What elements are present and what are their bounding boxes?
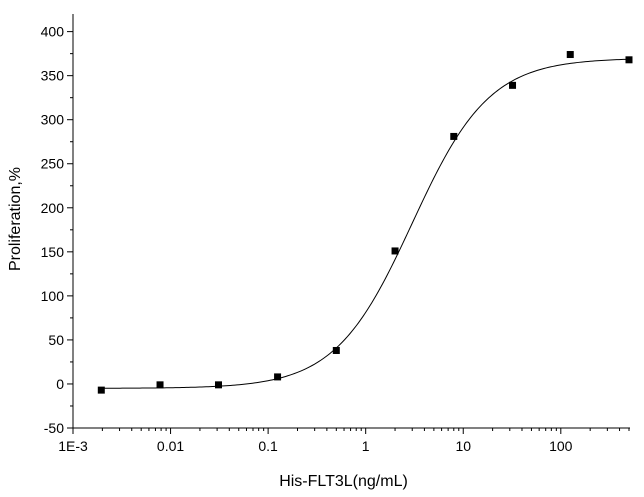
y-tick-label: 350: [41, 68, 65, 84]
y-axis-ticks: -50 0 50 100 150 200 250 300 350 400: [41, 24, 73, 436]
y-tick-label: 100: [41, 288, 65, 304]
y-tick-label: 400: [41, 24, 65, 40]
x-axis-label: His-FLT3L(ng/mL): [279, 473, 408, 490]
y-tick-label: 200: [41, 200, 65, 216]
data-point: [156, 381, 164, 389]
y-axis-label: Proliferation,%: [7, 167, 24, 271]
x-tick-label: 10: [455, 438, 471, 454]
data-point: [332, 346, 340, 354]
y-tick-label: 250: [41, 156, 65, 172]
y-tick-label: 0: [56, 376, 64, 392]
x-tick-label: 0.01: [157, 438, 184, 454]
y-tick-label: -50: [44, 420, 64, 436]
data-points: [97, 51, 633, 394]
data-point: [274, 373, 282, 381]
y-tick-label: 300: [41, 112, 65, 128]
data-point: [509, 81, 517, 89]
x-axis-ticks: 1E-3 0.01 0.1 1 10 100: [58, 428, 630, 454]
x-tick-label: 1: [362, 438, 370, 454]
x-tick-label: 1E-3: [58, 438, 88, 454]
data-point: [566, 51, 574, 59]
data-point: [391, 247, 399, 255]
x-tick-label: 0.1: [258, 438, 278, 454]
data-point: [625, 56, 633, 64]
x-tick-label: 100: [549, 438, 573, 454]
y-tick-label: 50: [48, 332, 64, 348]
fit-curve: [100, 58, 631, 389]
data-point: [214, 381, 222, 389]
data-point: [97, 386, 105, 394]
data-point: [450, 132, 458, 140]
y-tick-label: 150: [41, 244, 65, 260]
